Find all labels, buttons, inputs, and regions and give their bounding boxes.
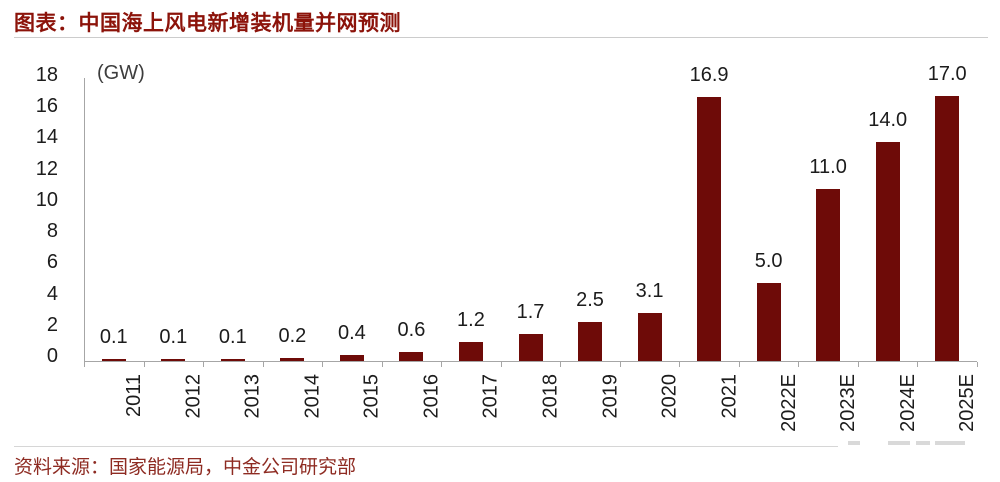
bar-value-label: 2.5 bbox=[576, 288, 604, 311]
watermark bbox=[838, 436, 988, 450]
bar-2018 bbox=[518, 334, 543, 361]
x-axis-tick-label: 2015 bbox=[360, 374, 383, 419]
x-axis-tick bbox=[203, 362, 205, 367]
bar-2012 bbox=[161, 359, 186, 361]
bar-2022E bbox=[756, 282, 781, 361]
bar-2023E bbox=[816, 189, 841, 361]
x-axis-tick-label: 2021 bbox=[718, 374, 741, 419]
bar-value-label: 14.0 bbox=[868, 109, 908, 132]
x-axis-tick bbox=[917, 362, 919, 367]
x-axis-tick bbox=[560, 362, 562, 367]
x-axis-tick bbox=[381, 362, 383, 367]
y-axis-tick-label: 8 bbox=[46, 220, 58, 243]
x-axis-tick bbox=[262, 362, 264, 367]
bar-value-label: 5.0 bbox=[754, 249, 783, 272]
watermark-mark bbox=[935, 441, 965, 445]
x-axis-tick-label: 2011 bbox=[122, 374, 145, 418]
x-axis-tick-label: 2019 bbox=[599, 374, 622, 419]
x-axis-tick bbox=[500, 362, 502, 367]
bar-value-label: 0.1 bbox=[159, 326, 188, 348]
x-axis-tick bbox=[619, 362, 621, 367]
bar-2011 bbox=[101, 359, 126, 361]
bar-value-label: 0.1 bbox=[218, 326, 247, 348]
bar-value-label: 0.6 bbox=[397, 318, 426, 341]
x-axis-tick-label: 2016 bbox=[420, 374, 443, 419]
source-note: 资料来源：国家能源局，中金公司研究部 bbox=[14, 457, 357, 478]
bar-value-label: 1.2 bbox=[457, 309, 485, 332]
bar-2013 bbox=[220, 359, 245, 361]
y-axis-tick-label: 6 bbox=[46, 251, 58, 274]
y-axis-unit-label: (GW) bbox=[97, 62, 145, 84]
x-axis-tick-label: 2022E bbox=[777, 374, 800, 432]
x-axis-tick-label: 2020 bbox=[658, 374, 681, 419]
bar-2020 bbox=[637, 312, 662, 361]
x-axis-tick bbox=[738, 362, 740, 367]
x-axis-tick bbox=[857, 362, 859, 367]
x-axis-tick bbox=[679, 362, 681, 367]
x-axis-tick-label: 2025E bbox=[956, 374, 979, 432]
bar-value-label: 3.1 bbox=[635, 279, 664, 302]
bar-value-label: 1.7 bbox=[516, 301, 545, 324]
bar-value-label: 0.2 bbox=[278, 324, 307, 347]
y-axis-tick-label: 18 bbox=[35, 64, 58, 86]
x-axis-tick-label: 2013 bbox=[241, 374, 264, 419]
x-axis-tick-label: 2018 bbox=[539, 374, 562, 419]
x-axis-tick-label: 2017 bbox=[479, 374, 502, 419]
x-axis-tick bbox=[143, 362, 145, 367]
x-axis-tick bbox=[322, 362, 324, 367]
figure-title: 图表：中国海上风电新增装机量并网预测 bbox=[14, 12, 401, 35]
bar-2024E bbox=[875, 142, 900, 361]
x-axis-tick-label: 2012 bbox=[182, 374, 205, 419]
x-axis-tick bbox=[798, 362, 800, 367]
x-axis-tick-label: 2014 bbox=[301, 374, 324, 419]
bar-2021 bbox=[697, 97, 722, 361]
bar-value-label: 11.0 bbox=[809, 156, 847, 179]
x-axis-tick-label: 2023E bbox=[837, 374, 860, 432]
bar-value-label: 16.9 bbox=[689, 64, 729, 87]
bar-value-label: 0.1 bbox=[99, 326, 128, 348]
bar-2019 bbox=[578, 321, 603, 361]
y-axis-tick-label: 12 bbox=[35, 157, 58, 180]
bar-2015 bbox=[339, 354, 364, 361]
x-axis-line bbox=[84, 361, 977, 362]
bar-value-label: 17.0 bbox=[927, 62, 967, 85]
y-axis-tick-label: 14 bbox=[35, 126, 58, 149]
watermark-mark bbox=[916, 441, 930, 445]
y-axis-tick-label: 10 bbox=[35, 188, 58, 211]
bar-2025E bbox=[935, 95, 960, 361]
y-axis-tick-label: 0 bbox=[46, 345, 58, 367]
y-axis-tick-label: 2 bbox=[46, 313, 58, 336]
y-axis-tick-label: 4 bbox=[46, 282, 58, 305]
x-axis-tick bbox=[977, 362, 978, 367]
x-axis-tick bbox=[441, 362, 443, 367]
x-axis-tick bbox=[84, 362, 85, 367]
y-axis-line bbox=[84, 78, 85, 361]
bar-2014 bbox=[280, 357, 305, 361]
bar-value-label: 0.4 bbox=[337, 321, 366, 344]
watermark-mark bbox=[848, 441, 860, 445]
x-axis-tick-label: 2024E bbox=[896, 374, 919, 432]
bar-2016 bbox=[399, 351, 424, 361]
bar-2017 bbox=[458, 342, 483, 361]
footer-divider bbox=[14, 446, 988, 447]
watermark-mark bbox=[888, 441, 910, 445]
y-axis-tick-label: 16 bbox=[35, 95, 58, 118]
title-divider bbox=[14, 37, 988, 38]
